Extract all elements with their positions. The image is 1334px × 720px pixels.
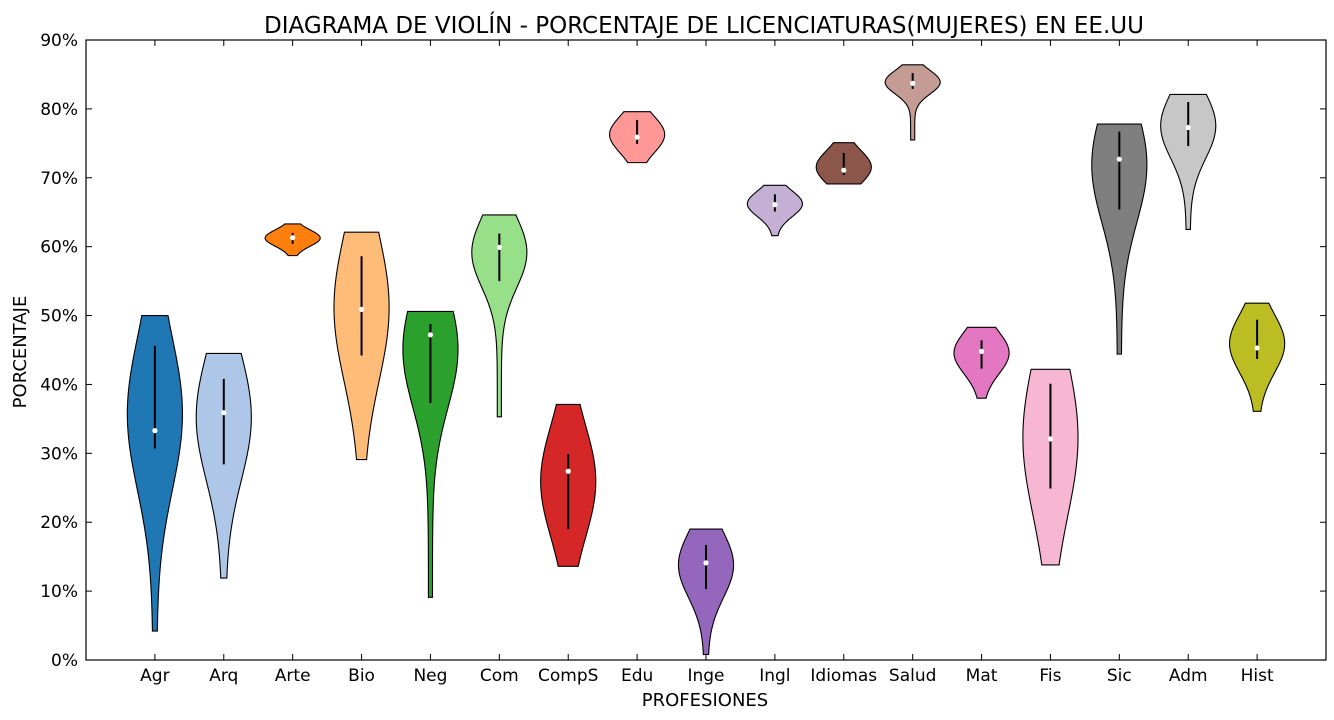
violin-arq	[195, 352, 252, 579]
violins-group	[126, 64, 1286, 656]
median-point-edu	[634, 134, 640, 140]
y-tick-label: 80%	[40, 100, 78, 120]
x-tick-label-ingl: Ingl	[759, 666, 790, 686]
x-tick-label-agr: Agr	[140, 666, 169, 686]
x-tick-label-hist: Hist	[1241, 666, 1274, 686]
y-tick-label: 40%	[40, 375, 78, 395]
y-tick-label: 10%	[40, 582, 78, 602]
x-tick-label-edu: Edu	[621, 666, 653, 686]
x-tick-label-inge: Inge	[687, 666, 724, 686]
median-point-comps	[565, 468, 571, 474]
y-tick-label: 0%	[51, 651, 78, 671]
x-tick-label-salud: Salud	[889, 666, 937, 686]
y-tick-label: 30%	[40, 444, 78, 464]
median-point-arte	[290, 235, 296, 241]
x-tick-label-neg: Neg	[413, 666, 447, 686]
y-tick-label: 50%	[40, 307, 78, 327]
median-point-mat	[978, 348, 985, 354]
y-tick-label: 70%	[40, 169, 78, 189]
y-tick-label: 60%	[40, 238, 78, 258]
violin-neg	[402, 310, 459, 598]
x-tick-label-fis: Fis	[1039, 666, 1061, 686]
axes-group: 0% 10% 20% 30% 40% 50% 60% 70% 80% 90% Agr Arq Arte B…	[40, 31, 1327, 686]
chart-title: DIAGRAMA DE VIOLÍN - PORCENTAJE DE LICEN…	[264, 11, 1144, 39]
median-point-fis	[1047, 436, 1054, 442]
x-tick-label-idiomas: Idiomas	[810, 666, 877, 686]
median-point-salud	[910, 80, 916, 86]
violin-sic	[1091, 123, 1148, 355]
median-point-ingl	[772, 202, 778, 208]
violin-com	[471, 214, 528, 418]
x-tick-label-mat: Mat	[966, 666, 998, 686]
x-tick-label-comps: CompS	[538, 666, 598, 686]
x-tick-label-arte: Arte	[275, 666, 311, 686]
median-point-sic	[1116, 156, 1122, 162]
median-point-inge	[703, 560, 709, 566]
median-point-agr	[152, 428, 158, 434]
median-point-adm	[1185, 124, 1191, 131]
y-tick-label: 90%	[40, 31, 78, 51]
y-tick-label: 20%	[40, 513, 78, 533]
violin-inge	[677, 528, 735, 656]
x-tick-label-com: Com	[480, 666, 519, 686]
x-tick-label-arq: Arq	[209, 666, 238, 686]
median-point-neg	[427, 332, 434, 338]
violin-adm	[1160, 93, 1217, 230]
x-tick-label-adm: Adm	[1169, 666, 1208, 686]
median-point-com	[496, 244, 502, 250]
x-tick-label-sic: Sic	[1107, 666, 1132, 686]
x-axis-label: PROFESIONES	[642, 690, 768, 711]
violin-agr	[126, 315, 183, 632]
median-point-bio	[358, 306, 365, 312]
y-axis-label: PORCENTAJE	[10, 296, 31, 409]
x-tick-label-bio: Bio	[348, 666, 375, 686]
median-point-idiomas	[841, 167, 847, 173]
median-point-hist	[1254, 345, 1260, 351]
median-point-arq	[221, 410, 227, 416]
violin-salud	[884, 64, 941, 141]
